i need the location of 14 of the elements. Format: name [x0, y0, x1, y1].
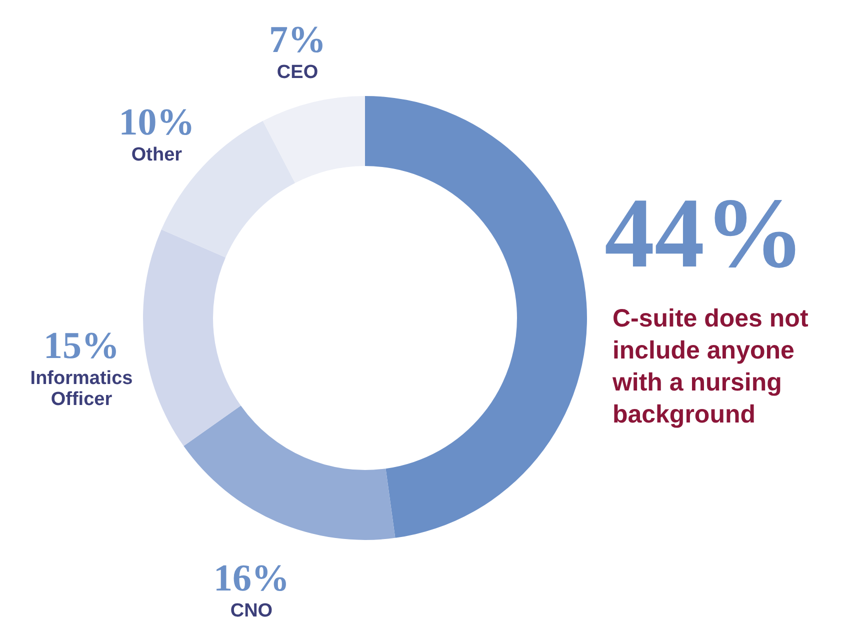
data-label: 44%	[604, 178, 804, 289]
slice-label: CNO	[230, 600, 273, 622]
data-label: 15%	[43, 325, 120, 368]
donut-slice	[143, 230, 241, 446]
donut-slice	[184, 406, 396, 540]
slice-label: C-suite does not include anyone with a nursing background	[611, 304, 809, 429]
slice-label: Informatics Officer	[30, 368, 133, 410]
donut-slice	[365, 96, 587, 538]
data-label: 16%	[213, 557, 290, 600]
data-label: 10%	[118, 101, 195, 144]
data-label: 7%	[269, 19, 326, 62]
slice-label: Other	[131, 144, 183, 166]
donut-slice	[262, 96, 365, 184]
slice-label: CEO	[276, 62, 318, 84]
